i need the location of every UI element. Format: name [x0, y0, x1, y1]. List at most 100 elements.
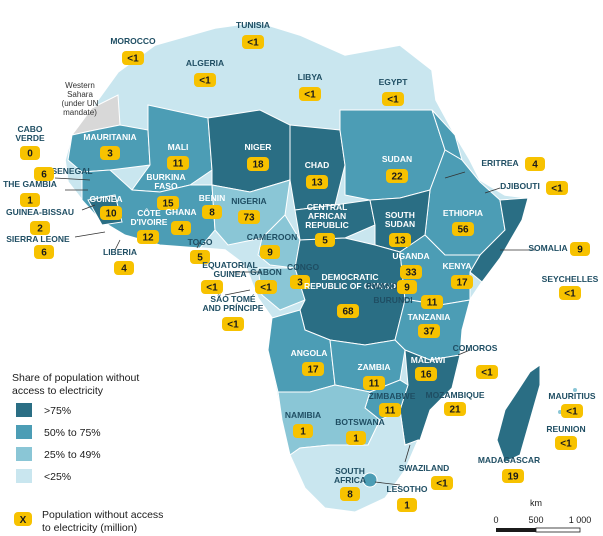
value-badge-south-sudan	[389, 233, 411, 247]
legend-badge-line-1: Population without access	[42, 509, 163, 521]
value-badge-botswana	[346, 431, 366, 445]
value-somalia: 9	[577, 245, 583, 256]
country-south-africa: SOUTH AFRICA 8	[334, 466, 366, 501]
scale-label-1000: 1 000	[569, 515, 592, 525]
value-mozambique: 21	[449, 405, 461, 416]
value-badge-benin	[202, 205, 222, 219]
value-the-gambia: 1	[27, 196, 33, 207]
value-djibouti: <1	[551, 184, 563, 195]
scale-unit: km	[530, 498, 542, 508]
value-badge-libya	[299, 87, 321, 101]
country-central-african-republic: CENTRAL AFRICAN REPUBLIC 5	[305, 202, 349, 247]
legend: Share of population without access to el…	[12, 372, 163, 534]
scale-segment-1	[496, 528, 536, 532]
value-cabo-verde: 0	[27, 149, 33, 160]
country-name-lesotho: LESOTHO	[386, 484, 427, 494]
value-badge-central-african-republic	[315, 233, 335, 247]
value-kenya: 17	[456, 278, 468, 289]
value-burundi: 11	[427, 298, 438, 309]
value-congo: 3	[297, 278, 303, 289]
country-name-cote-d-ivoire: CÔTE D'IVOIRE	[131, 207, 168, 227]
value-badge-mali	[167, 156, 189, 170]
value-mauritania: 3	[107, 149, 113, 160]
value-botswana: 1	[353, 434, 359, 445]
value-cameroon: 9	[267, 248, 273, 259]
value-south-africa: 8	[347, 490, 353, 501]
value-tanzania: 37	[423, 327, 435, 338]
value-badge-namibia	[293, 424, 313, 438]
country-name-guinea-bissau: GUINEA-BISSAU	[6, 207, 74, 217]
country-lesotho: LESOTHO 1	[386, 484, 428, 512]
country-name-malawi: MALAWI	[411, 355, 445, 365]
value-badge-the-gambia	[20, 193, 40, 207]
country-guinea: GUINEA 10	[89, 194, 123, 220]
country-comoros: COMOROS <1	[453, 343, 498, 379]
value-mali: 11	[173, 159, 184, 170]
value-egypt: <1	[387, 95, 399, 106]
drc-region	[294, 237, 406, 346]
country-name-zambia: ZAMBIA	[357, 362, 390, 372]
country-name-liberia: LIBERIA	[103, 247, 137, 257]
value-tunisia: <1	[247, 38, 259, 49]
value-badge-burundi	[421, 295, 443, 309]
country-name-chad: CHAD	[305, 160, 330, 170]
country-name-nigeria: NIGERIA	[231, 196, 266, 206]
country-eritrea: ERITREA 4	[481, 157, 545, 171]
country-name-ethiopia: ETHIOPIA	[443, 208, 483, 218]
value-madagascar: 19	[507, 472, 519, 483]
country-malawi: MALAWI 16	[411, 355, 445, 381]
country-name-burundi: BURUNDI	[373, 295, 412, 305]
mauritius-dot	[573, 388, 577, 392]
country-morocco: MOROCCO <1	[110, 36, 156, 65]
value-badge-cote-d-ivoire	[137, 230, 159, 244]
western-sahara-label: Western Sahara (under UN mandate)	[62, 81, 99, 117]
value-sudan: 22	[391, 172, 403, 183]
country-name-zimbabwe: ZIMBABWE	[369, 391, 416, 401]
country-the-gambia: THE GAMBIA 1	[3, 179, 57, 207]
country-madagascar: MADAGASCAR 19	[478, 455, 540, 483]
country-name-sao-tome-and-principe: SÃO TOMÉ AND PRÍNCIPE	[203, 294, 264, 313]
value-namibia: 1	[300, 427, 306, 438]
value-guinea-bissau: 2	[37, 224, 43, 235]
value-sierra-leone: 6	[41, 248, 47, 259]
value-badge-uganda	[400, 265, 422, 279]
legend-label-2: 25% to 49%	[44, 449, 101, 461]
value-badge-kenya	[451, 275, 473, 289]
country-name-togo: TOGO	[188, 237, 213, 247]
value-central-african-republic: 5	[322, 236, 328, 247]
value-zimbabwe: 11	[385, 406, 396, 417]
value-badge-niger	[247, 157, 269, 171]
western-sahara-line-1: Western	[65, 81, 95, 90]
scale-bar: km 0 500 1 000	[493, 498, 592, 533]
legend-badge-symbol: X	[20, 515, 27, 526]
value-swaziland: <1	[436, 479, 448, 490]
value-badge-seychelles	[559, 286, 581, 300]
value-angola: 17	[307, 365, 319, 376]
country-name-guinea: GUINEA	[89, 194, 122, 204]
country-liberia: LIBERIA 4	[103, 247, 137, 275]
western-sahara-line-4: mandate)	[63, 108, 97, 117]
madagascar-region	[496, 364, 541, 463]
country-swaziland: SWAZILAND <1	[399, 463, 453, 490]
value-mauritius: <1	[566, 407, 578, 418]
value-badge-zimbabwe	[379, 403, 401, 417]
value-badge-tunisia	[242, 35, 264, 49]
value-badge-democratic-republic-of-congo	[337, 304, 359, 318]
south-africa-region	[289, 409, 419, 513]
western-sahara-line-2: Sahara	[67, 90, 93, 99]
country-name-central-african-republic: CENTRAL AFRICAN REPUBLIC	[305, 202, 348, 230]
country-sudan: SUDAN 22	[382, 154, 412, 183]
western-sahara-line-3: (under UN	[62, 99, 99, 108]
value-badge-cameroon	[260, 245, 280, 259]
value-badge-south-africa	[340, 487, 360, 501]
country-zimbabwe: ZIMBABWE 11	[369, 391, 416, 417]
country-name-botswana: BOTSWANA	[335, 417, 385, 427]
value-badge-nigeria	[238, 210, 260, 224]
country-name-gabon: GABON	[250, 267, 282, 277]
value-senegal: 6	[41, 170, 47, 181]
legend-swatch-2	[16, 447, 32, 461]
country-name-uganda: UGANDA	[392, 251, 429, 261]
country-name-djibouti: DJIBOUTI	[500, 181, 540, 191]
country-name-morocco: MOROCCO	[110, 36, 156, 46]
country-name-sudan: SUDAN	[382, 154, 412, 164]
